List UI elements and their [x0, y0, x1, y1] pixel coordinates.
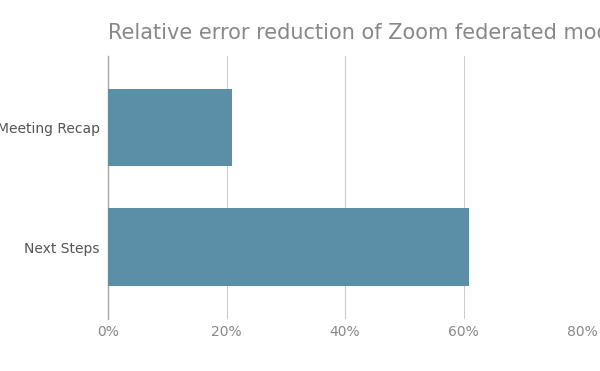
Text: Relative error reduction of Zoom federated model over GPT-4: Relative error reduction of Zoom federat… — [108, 23, 600, 43]
Bar — [108, 208, 469, 286]
Bar — [108, 89, 232, 167]
